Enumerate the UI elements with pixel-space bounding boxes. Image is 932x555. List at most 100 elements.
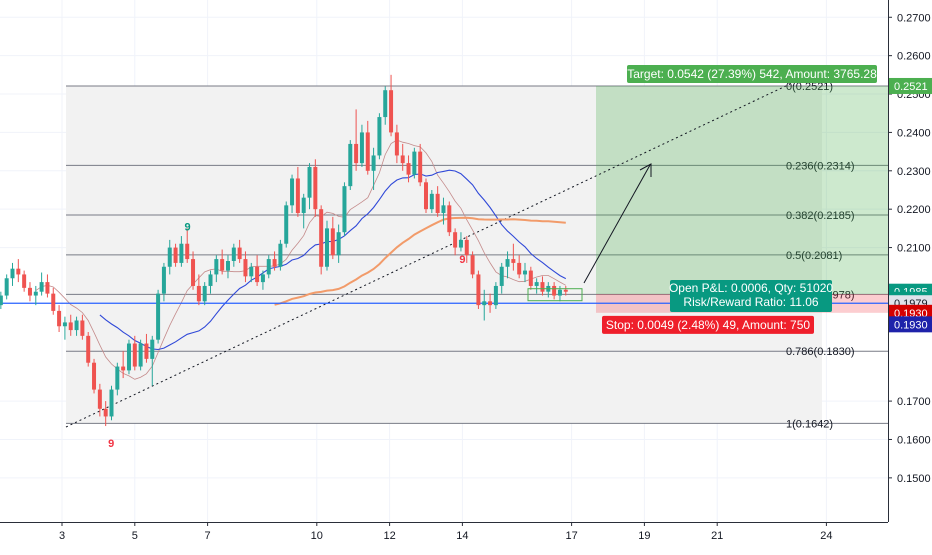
candle[interactable] (196, 274, 201, 306)
candle[interactable] (260, 270, 265, 290)
candle[interactable] (406, 155, 411, 183)
candle[interactable] (313, 159, 318, 217)
candle[interactable] (534, 278, 539, 294)
candle[interactable] (231, 243, 236, 267)
long-moving-average[interactable] (274, 216, 566, 306)
candle[interactable] (4, 274, 9, 300)
candle[interactable] (552, 282, 557, 300)
candle[interactable] (476, 270, 481, 309)
candle[interactable] (359, 124, 364, 167)
candle[interactable] (179, 236, 184, 267)
candle[interactable] (295, 166, 300, 217)
candle[interactable] (482, 289, 487, 321)
candle[interactable] (488, 293, 493, 313)
candle[interactable] (0, 291, 3, 309)
candle[interactable] (237, 239, 242, 263)
candle[interactable] (394, 124, 399, 164)
target-label[interactable]: Target: 0.0542 (27.39%) 542, Amount: 376… (627, 64, 877, 83)
candle[interactable] (92, 358, 97, 394)
candle[interactable] (389, 74, 394, 137)
candle[interactable] (33, 285, 38, 306)
candle[interactable] (400, 143, 405, 171)
candle[interactable] (354, 109, 359, 171)
candle[interactable] (470, 251, 475, 279)
candle[interactable] (412, 147, 417, 179)
candle[interactable] (255, 255, 260, 286)
stop-label[interactable]: Stop: 0.0049 (2.48%) 49, Amount: 750 (602, 315, 814, 334)
candle[interactable] (10, 262, 15, 286)
candle[interactable] (51, 287, 56, 315)
candle[interactable] (225, 255, 230, 279)
candle[interactable] (243, 251, 248, 283)
candle[interactable] (132, 335, 137, 371)
candle[interactable] (103, 401, 108, 427)
candle[interactable] (424, 178, 428, 214)
candle[interactable] (121, 351, 126, 379)
candle[interactable] (324, 220, 329, 271)
candle[interactable] (499, 262, 504, 294)
candle[interactable] (109, 385, 114, 421)
candle[interactable] (307, 163, 312, 210)
candle[interactable] (336, 224, 341, 263)
candle[interactable] (74, 316, 79, 336)
candle[interactable] (342, 182, 347, 237)
candle[interactable] (144, 333, 149, 363)
candle[interactable] (214, 255, 219, 283)
candle[interactable] (453, 228, 458, 256)
candle[interactable] (348, 140, 353, 190)
candle[interactable] (429, 189, 434, 214)
consolidation-box[interactable] (527, 288, 583, 302)
candle[interactable] (278, 239, 283, 271)
candle[interactable] (167, 239, 172, 275)
candle[interactable] (86, 332, 91, 367)
target-zone[interactable] (596, 85, 888, 295)
candle[interactable] (523, 262, 528, 283)
candle[interactable] (62, 316, 67, 340)
candle[interactable] (284, 201, 289, 248)
candle[interactable] (563, 285, 568, 296)
candle[interactable] (505, 251, 510, 279)
candle[interactable] (185, 228, 190, 263)
candle[interactable] (57, 305, 62, 333)
candle[interactable] (249, 262, 254, 283)
candle[interactable] (464, 236, 469, 263)
candle[interactable] (80, 314, 85, 340)
candle[interactable] (208, 270, 213, 294)
candle[interactable] (138, 339, 143, 371)
open-pnl-label[interactable]: Open P&L: 0.0006, Qty: 51020Risk/Reward … (669, 280, 833, 313)
candle[interactable] (528, 266, 533, 290)
candle[interactable] (447, 201, 452, 237)
candle[interactable] (191, 251, 196, 290)
candle[interactable] (383, 86, 388, 125)
candle[interactable] (173, 243, 178, 267)
candle[interactable] (16, 259, 21, 283)
candle[interactable] (365, 120, 370, 175)
candle[interactable] (290, 174, 295, 214)
candle[interactable] (97, 383, 102, 417)
candle[interactable] (319, 205, 324, 275)
candle[interactable] (68, 314, 73, 336)
candle[interactable] (156, 289, 161, 344)
candle[interactable] (27, 282, 32, 302)
short-moving-average[interactable] (35, 139, 566, 380)
candle[interactable] (441, 197, 446, 225)
candle[interactable] (126, 339, 131, 375)
candle[interactable] (458, 232, 463, 252)
candle[interactable] (377, 113, 382, 160)
candle[interactable] (272, 251, 277, 271)
candle[interactable] (517, 255, 522, 279)
candle[interactable] (435, 186, 440, 217)
candle[interactable] (493, 282, 498, 309)
candle[interactable] (301, 193, 306, 229)
candle[interactable] (22, 270, 27, 292)
candle[interactable] (511, 243, 516, 271)
candle[interactable] (330, 216, 335, 260)
candle[interactable] (418, 143, 423, 187)
candle[interactable] (161, 262, 166, 302)
dotted-trend-line[interactable] (65, 83, 791, 428)
candle[interactable] (266, 255, 271, 279)
candle[interactable] (39, 272, 44, 296)
candle[interactable] (115, 362, 120, 396)
time-axis[interactable] (0, 522, 888, 550)
